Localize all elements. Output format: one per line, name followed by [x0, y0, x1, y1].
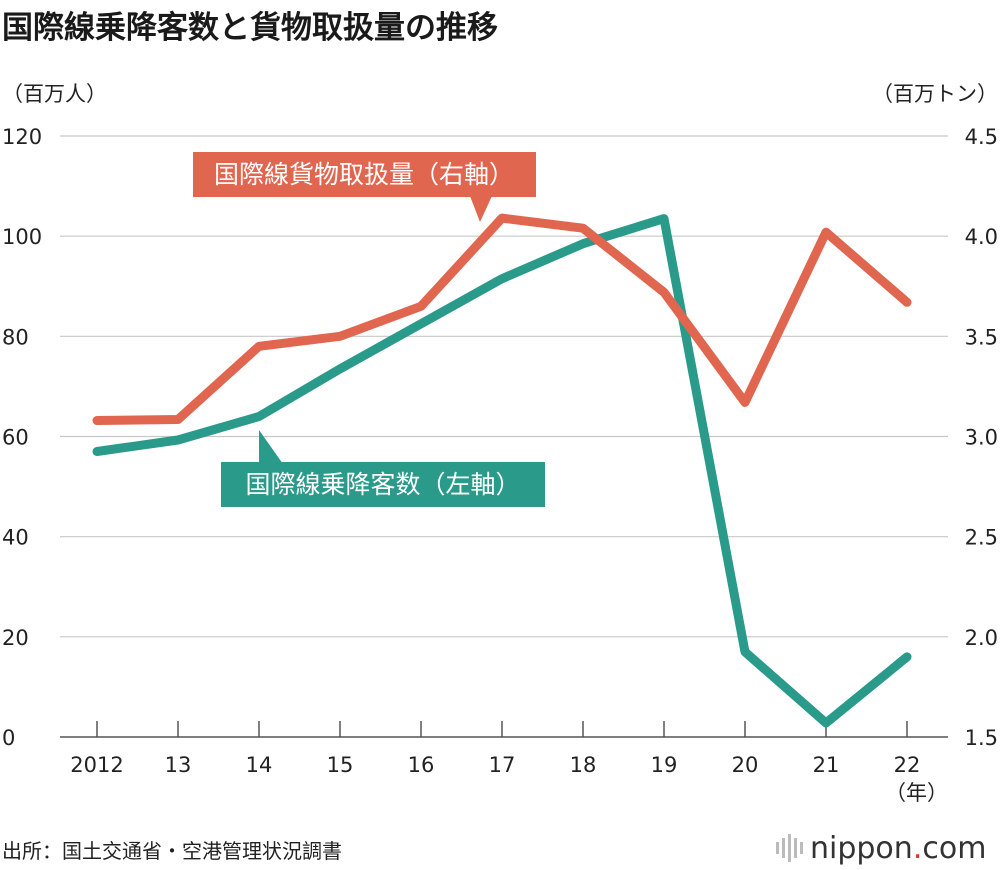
right-tick-label: 3.5	[965, 325, 998, 349]
x-tick-label: 21	[813, 753, 840, 777]
left-tick-label: 60	[2, 426, 29, 450]
brand-bars-icon	[776, 834, 803, 862]
left-tick-label: 40	[2, 526, 29, 550]
right-tick-label: 3.0	[965, 426, 998, 450]
x-tick-label: 14	[246, 753, 273, 777]
callout-passengers-pointer	[259, 430, 283, 464]
brand-logo: nippon.com	[776, 831, 986, 866]
right-axis: 1.5 2.0 2.5 3.0 3.5 4.0 4.5	[965, 125, 998, 750]
left-axis: 0 20 40 60 80 100 120	[2, 125, 42, 750]
gridlines	[60, 135, 948, 738]
left-tick-label: 20	[2, 626, 29, 650]
x-tick-label: 2012	[70, 753, 123, 777]
legend-callout-passengers: 国際線乗降客数（左軸）	[221, 430, 545, 507]
x-tick-label: 13	[165, 753, 192, 777]
callout-passengers-box	[221, 462, 545, 507]
right-tick-label: 4.5	[965, 125, 998, 149]
callout-passengers-label: 国際線乗降客数（左軸）	[245, 470, 520, 499]
left-tick-label: 80	[2, 325, 29, 349]
x-tick-label: 16	[408, 753, 435, 777]
series-line-passengers	[92, 214, 912, 728]
legend-callout-cargo: 国際線貨物取扱量（右軸）	[193, 152, 536, 222]
source-note: 出所：国土交通省・空港管理状況調書	[2, 839, 342, 863]
right-tick-label: 2.5	[965, 526, 998, 550]
x-tick-label: 15	[327, 753, 354, 777]
x-tick-label: 18	[570, 753, 597, 777]
right-tick-label: 4.0	[965, 225, 998, 249]
x-tick-label: 22	[894, 753, 921, 777]
left-tick-label: 100	[2, 225, 42, 249]
series-lines	[92, 213, 912, 728]
series-line-cargo	[92, 213, 912, 425]
x-tick-label: 17	[489, 753, 516, 777]
left-axis-unit: （百万人）	[2, 82, 107, 106]
right-tick-label: 2.0	[965, 626, 998, 650]
right-tick-label: 1.5	[965, 726, 998, 750]
callout-cargo-box	[193, 152, 536, 197]
left-tick-label: 120	[2, 125, 42, 149]
left-tick-label: 0	[2, 726, 15, 750]
chart-title: 国際線乗降客数と貨物取扱量の推移	[2, 10, 498, 46]
x-axis: 2012 13 14 15 16 17 18 19 20 21 22	[70, 721, 920, 777]
x-tick-label: 19	[651, 753, 678, 777]
callout-cargo-label: 国際線貨物取扱量（右軸）	[214, 160, 514, 189]
right-axis-unit: （百万トン）	[872, 82, 998, 106]
callout-cargo-pointer	[470, 196, 492, 222]
x-axis-unit: （年）	[885, 781, 948, 805]
x-tick-label: 20	[732, 753, 759, 777]
brand-text: nippon.com	[810, 831, 986, 866]
